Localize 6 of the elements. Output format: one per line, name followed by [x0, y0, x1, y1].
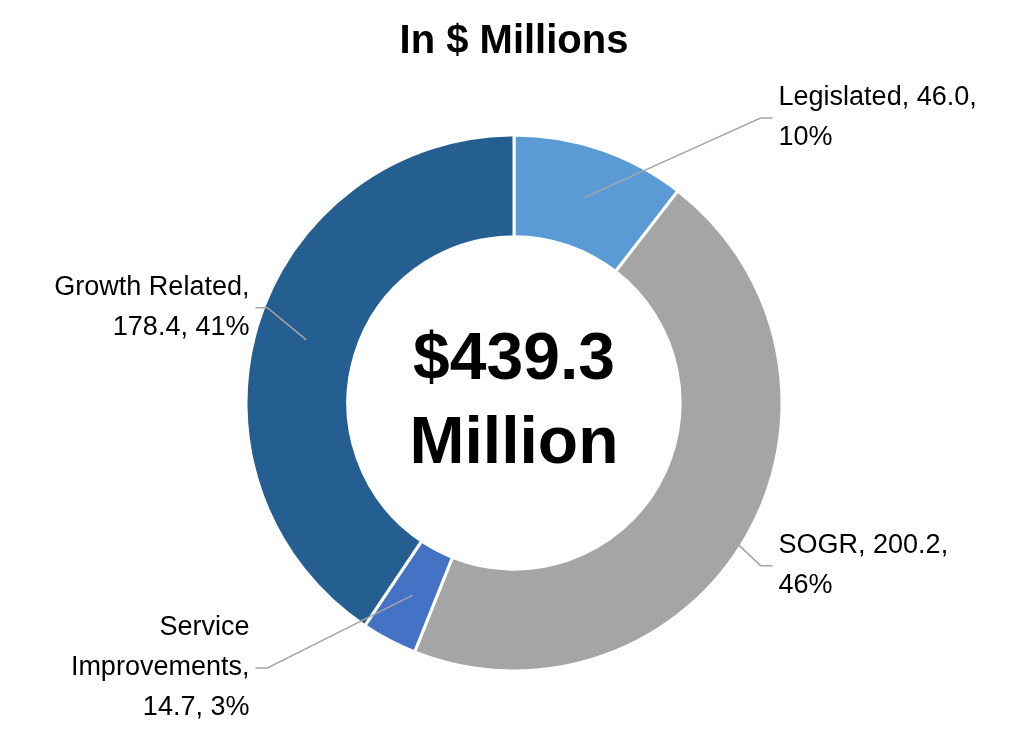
slice-label: Service Improvements, 14.7, 3%: [70, 611, 250, 722]
slice-label: SOGR, 200.2, 46%: [778, 529, 949, 600]
chart-title: In $ Millions: [399, 17, 629, 62]
slice-label: Growth Related, 178.4, 41%: [54, 271, 250, 342]
slice-label: Legislated, 46.0, 10%: [778, 81, 977, 152]
text: $439.3 Million: [409, 319, 619, 478]
